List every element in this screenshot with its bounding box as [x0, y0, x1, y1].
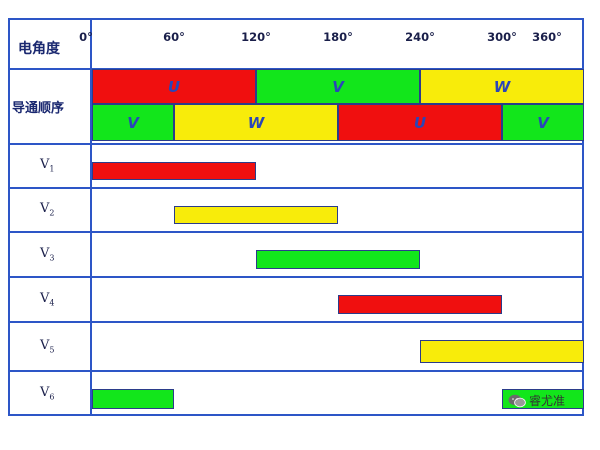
- row-divider-2: [10, 231, 582, 233]
- angle-tick-label: 300°: [487, 30, 517, 44]
- conduction-bar-v3: [256, 250, 420, 269]
- conduction-bar-v2: [174, 206, 338, 224]
- switch-label-v2: V2: [40, 201, 55, 218]
- switch-label-v6: V6: [40, 385, 55, 402]
- label-column-divider: [90, 20, 92, 414]
- row-divider-5: [10, 370, 582, 372]
- conduction-bar-v1: [92, 162, 256, 180]
- sequence-divider: [10, 143, 582, 145]
- sequence-segment-w: W: [174, 104, 338, 141]
- wechat-icon: [508, 394, 526, 407]
- sequence-segment-v: V: [256, 69, 420, 104]
- watermark-text: 睿尤准: [529, 394, 566, 408]
- angle-tick-label: 60°: [163, 30, 185, 44]
- sequence-segment-v: V: [92, 104, 174, 141]
- sequence-segment-u: U: [92, 69, 256, 104]
- angle-tick-label: 360°: [532, 30, 562, 44]
- sequence-segment-v: V: [502, 104, 584, 141]
- angle-tick-label: 180°: [323, 30, 353, 44]
- sequence-segment-u: U: [338, 104, 502, 141]
- angle-tick-label: 120°: [241, 30, 271, 44]
- angle-header-label: 电角度: [18, 41, 60, 57]
- sequence-header-label: 导通顺序: [12, 101, 65, 116]
- angle-tick-label: 240°: [405, 30, 435, 44]
- sequence-segment-w: W: [420, 69, 584, 104]
- switch-label-v1: V1: [40, 157, 55, 174]
- row-divider-1: [10, 187, 582, 189]
- wechat-watermark: 睿尤准: [508, 392, 565, 409]
- angle-tick-label: 0°: [79, 30, 93, 44]
- row-divider-4: [10, 321, 582, 323]
- conduction-bar-v5: [420, 340, 584, 363]
- conduction-bar-v6: [92, 389, 174, 409]
- switch-label-v3: V3: [40, 245, 55, 263]
- conduction-bar-v4: [338, 295, 502, 314]
- switch-label-v4: V4: [40, 290, 55, 308]
- row-divider-3: [10, 276, 582, 278]
- switch-label-v5: V5: [40, 337, 55, 355]
